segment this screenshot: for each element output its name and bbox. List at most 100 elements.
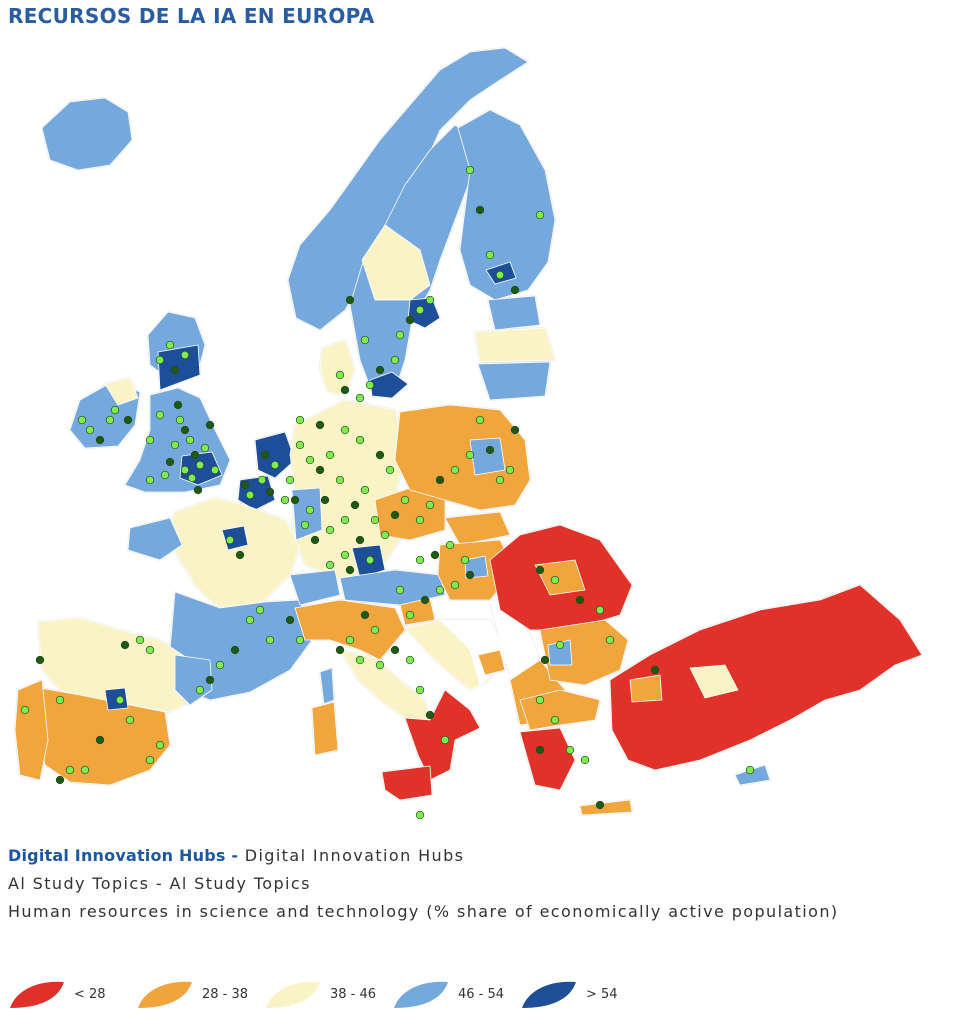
innovation-hub-marker[interactable]: [345, 635, 355, 645]
region-warsaw[interactable]: [469, 437, 506, 476]
innovation-hub-marker[interactable]: [535, 210, 545, 220]
innovation-hub-marker[interactable]: [495, 270, 505, 280]
ai-study-topic-marker[interactable]: [575, 595, 585, 605]
ai-study-topic-marker[interactable]: [535, 745, 545, 755]
innovation-hub-marker[interactable]: [355, 393, 365, 403]
ai-study-topic-marker[interactable]: [170, 365, 180, 375]
region-france-north[interactable]: [164, 497, 301, 613]
innovation-hub-marker[interactable]: [105, 415, 115, 425]
innovation-hub-marker[interactable]: [200, 443, 210, 453]
ai-study-topic-marker[interactable]: [123, 415, 133, 425]
innovation-hub-marker[interactable]: [257, 475, 267, 485]
innovation-hub-marker[interactable]: [305, 505, 315, 515]
innovation-hub-marker[interactable]: [555, 640, 565, 650]
innovation-hub-marker[interactable]: [300, 520, 310, 530]
ai-study-topic-marker[interactable]: [173, 400, 183, 410]
innovation-hub-marker[interactable]: [170, 440, 180, 450]
innovation-hub-marker[interactable]: [85, 425, 95, 435]
innovation-hub-marker[interactable]: [390, 355, 400, 365]
innovation-hub-marker[interactable]: [325, 525, 335, 535]
ai-study-topic-marker[interactable]: [285, 615, 295, 625]
innovation-hub-marker[interactable]: [20, 705, 30, 715]
ai-study-topic-marker[interactable]: [35, 655, 45, 665]
innovation-hub-marker[interactable]: [445, 540, 455, 550]
innovation-hub-marker[interactable]: [77, 415, 87, 425]
innovation-hub-marker[interactable]: [145, 755, 155, 765]
innovation-hub-marker[interactable]: [115, 695, 125, 705]
innovation-hub-marker[interactable]: [550, 715, 560, 725]
innovation-hub-marker[interactable]: [160, 470, 170, 480]
innovation-hub-marker[interactable]: [187, 473, 197, 483]
innovation-hub-marker[interactable]: [415, 305, 425, 315]
innovation-hub-marker[interactable]: [325, 450, 335, 460]
ai-study-topic-marker[interactable]: [95, 435, 105, 445]
ai-study-topic-marker[interactable]: [315, 465, 325, 475]
ai-study-topic-marker[interactable]: [165, 457, 175, 467]
ai-study-topic-marker[interactable]: [235, 550, 245, 560]
region-bulgaria[interactable]: [539, 619, 629, 686]
innovation-hub-marker[interactable]: [245, 615, 255, 625]
ai-study-topic-marker[interactable]: [320, 495, 330, 505]
ai-study-topic-marker[interactable]: [265, 487, 275, 497]
innovation-hub-marker[interactable]: [565, 745, 575, 755]
innovation-hub-marker[interactable]: [595, 605, 605, 615]
region-paris[interactable]: [221, 525, 249, 551]
innovation-hub-marker[interactable]: [285, 475, 295, 485]
innovation-hub-marker[interactable]: [425, 500, 435, 510]
europe-choropleth-map[interactable]: [0, 36, 967, 836]
innovation-hub-marker[interactable]: [125, 715, 135, 725]
innovation-hub-marker[interactable]: [110, 405, 120, 415]
region-estonia[interactable]: [487, 295, 541, 331]
ai-study-topic-marker[interactable]: [310, 535, 320, 545]
region-stockholm[interactable]: [407, 297, 441, 329]
innovation-hub-marker[interactable]: [355, 435, 365, 445]
innovation-hub-marker[interactable]: [340, 425, 350, 435]
innovation-hub-marker[interactable]: [415, 515, 425, 525]
innovation-hub-marker[interactable]: [395, 330, 405, 340]
innovation-hub-marker[interactable]: [380, 530, 390, 540]
region-italy-center[interactable]: [339, 649, 431, 721]
innovation-hub-marker[interactable]: [265, 635, 275, 645]
ai-study-topic-marker[interactable]: [335, 645, 345, 655]
innovation-hub-marker[interactable]: [465, 165, 475, 175]
region-istanbul[interactable]: [629, 674, 663, 703]
region-sicily[interactable]: [381, 765, 433, 801]
innovation-hub-marker[interactable]: [195, 685, 205, 695]
innovation-hub-marker[interactable]: [450, 465, 460, 475]
ai-study-topic-marker[interactable]: [485, 445, 495, 455]
region-sofia[interactable]: [547, 639, 573, 666]
ai-study-topic-marker[interactable]: [340, 385, 350, 395]
innovation-hub-marker[interactable]: [145, 435, 155, 445]
region-spain-north[interactable]: [37, 617, 196, 713]
region-south-sweden[interactable]: [369, 371, 409, 399]
innovation-hub-marker[interactable]: [180, 465, 190, 475]
innovation-hub-marker[interactable]: [185, 435, 195, 445]
ai-study-topic-marker[interactable]: [120, 640, 130, 650]
region-germany-west[interactable]: [291, 487, 323, 541]
region-glasgow-edinburgh[interactable]: [157, 344, 201, 391]
innovation-hub-marker[interactable]: [355, 655, 365, 665]
innovation-hub-marker[interactable]: [415, 685, 425, 695]
innovation-hub-marker[interactable]: [155, 355, 165, 365]
region-sweden-middle[interactable]: [361, 224, 431, 301]
innovation-hub-marker[interactable]: [175, 415, 185, 425]
innovation-hub-marker[interactable]: [375, 660, 385, 670]
ai-study-topic-marker[interactable]: [360, 610, 370, 620]
innovation-hub-marker[interactable]: [370, 515, 380, 525]
innovation-hub-marker[interactable]: [155, 740, 165, 750]
ai-study-topic-marker[interactable]: [540, 655, 550, 665]
innovation-hub-marker[interactable]: [305, 455, 315, 465]
innovation-hub-marker[interactable]: [340, 550, 350, 560]
region-crete[interactable]: [579, 799, 633, 816]
ai-study-topic-marker[interactable]: [205, 420, 215, 430]
innovation-hub-marker[interactable]: [195, 460, 205, 470]
ai-study-topic-marker[interactable]: [390, 645, 400, 655]
ai-study-topic-marker[interactable]: [405, 315, 415, 325]
innovation-hub-marker[interactable]: [415, 555, 425, 565]
ai-study-topic-marker[interactable]: [375, 365, 385, 375]
innovation-hub-marker[interactable]: [580, 755, 590, 765]
ai-study-topic-marker[interactable]: [193, 485, 203, 495]
innovation-hub-marker[interactable]: [485, 250, 495, 260]
innovation-hub-marker[interactable]: [215, 660, 225, 670]
innovation-hub-marker[interactable]: [335, 370, 345, 380]
